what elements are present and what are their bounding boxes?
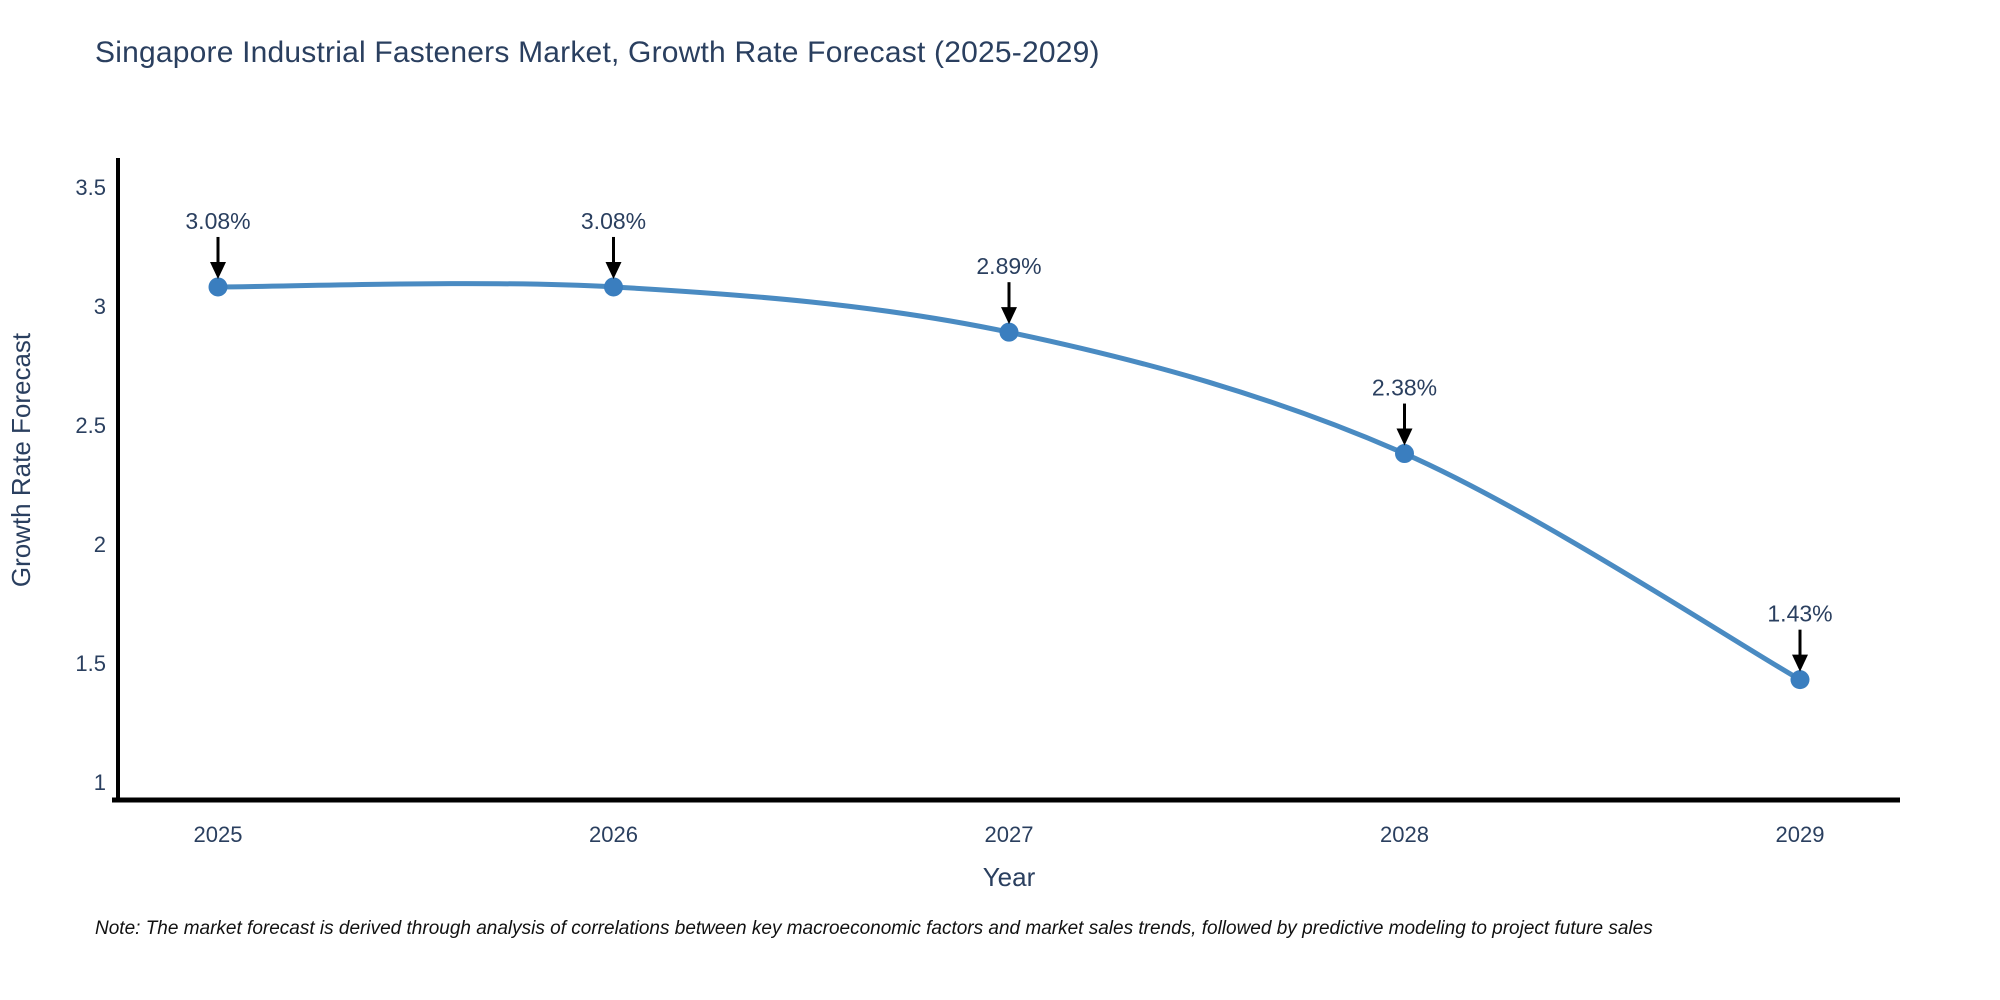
trend-line (215, 281, 1803, 683)
point-value-label: 2.38% (1372, 375, 1437, 401)
y-tick-label: 1.5 (75, 651, 106, 676)
annotation-arrow-head (210, 261, 226, 279)
point-value-label: 2.89% (976, 253, 1041, 279)
data-point-marker (1395, 444, 1414, 464)
point-value-label: 3.08% (185, 208, 250, 234)
point-value-label: 3.08% (581, 208, 646, 234)
annotation-arrow-head (605, 261, 622, 279)
annotation-arrow-head (1792, 654, 1808, 672)
x-tick-label: 2025 (194, 822, 243, 847)
y-axis-title: Growth Rate Forecast (6, 332, 36, 587)
x-tick-label: 2029 (1776, 822, 1825, 847)
y-tick-label: 2 (94, 532, 106, 557)
data-point-marker (604, 277, 623, 297)
x-tick-label: 2026 (589, 822, 638, 847)
chart-title: Singapore Industrial Fasteners Market, G… (95, 36, 1100, 69)
x-tick-label: 2028 (1380, 822, 1429, 847)
annotation-arrow-head (1001, 307, 1017, 325)
y-tick-label: 1 (94, 770, 106, 795)
x-axis-title: Year (983, 862, 1036, 892)
point-value-label: 1.43% (1767, 601, 1832, 627)
data-point-marker (208, 277, 228, 297)
y-tick-label: 3.5 (75, 175, 106, 200)
data-point-marker (1790, 670, 1810, 690)
y-tick-label: 2.5 (75, 413, 106, 438)
footnote-text: Note: The market forecast is derived thr… (95, 918, 1653, 939)
x-tick-label: 2027 (985, 822, 1034, 847)
annotation-arrow-head (1396, 428, 1413, 446)
y-tick-label: 3 (94, 294, 106, 319)
data-point-marker (999, 322, 1019, 342)
